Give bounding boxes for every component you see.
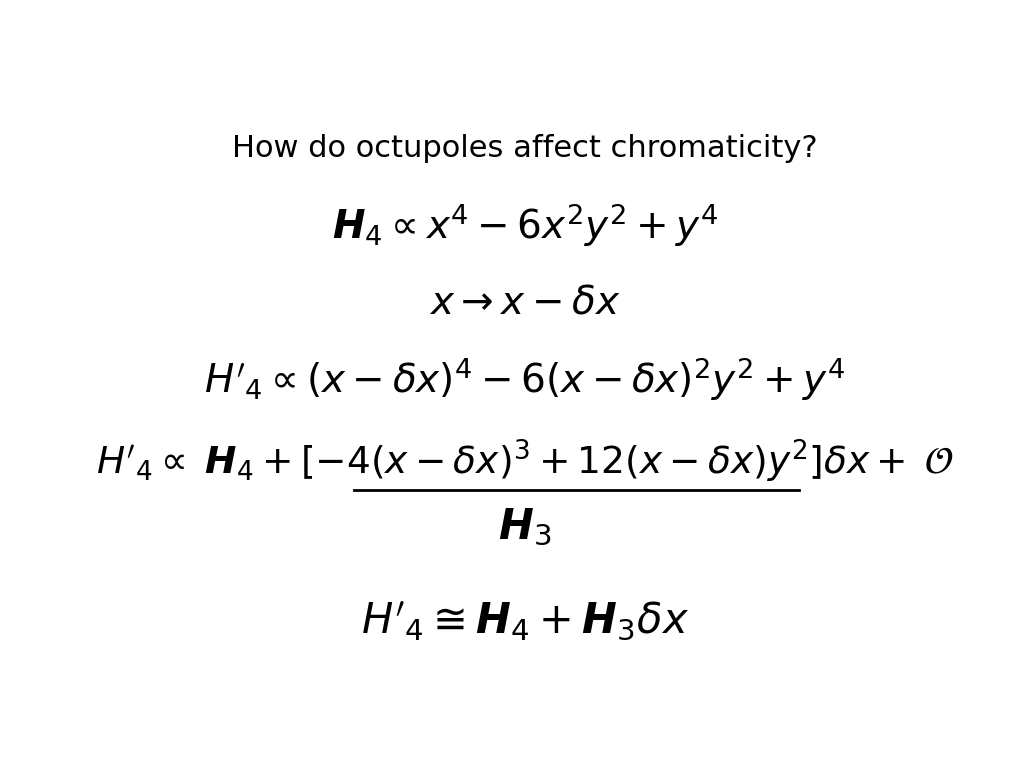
Text: $\boldsymbol{H'}_4 \propto \; \boldsymbol{H}_4 + [-4(x-\delta x)^3 + 12(x-\delta: $\boldsymbol{H'}_4 \propto \; \boldsymbo… [96, 439, 953, 485]
Text: $\boldsymbol{H'}_4 \cong \boldsymbol{H}_4 + \boldsymbol{H}_3 \delta x$: $\boldsymbol{H'}_4 \cong \boldsymbol{H}_… [360, 600, 689, 643]
Text: How do octupoles affect chromaticity?: How do octupoles affect chromaticity? [232, 134, 817, 163]
Text: $\boldsymbol{H'}_4 \propto (x - \delta x)^4 - 6(x - \delta x)^2 y^2 + y^4$: $\boldsymbol{H'}_4 \propto (x - \delta x… [204, 355, 846, 403]
Text: $\boldsymbol{H}_4 \propto x^4 - 6x^2y^2 + y^4$: $\boldsymbol{H}_4 \propto x^4 - 6x^2y^2 … [332, 201, 718, 249]
Text: $x \rightarrow x - \delta x$: $x \rightarrow x - \delta x$ [429, 283, 621, 321]
Text: $\boldsymbol{H}_3$: $\boldsymbol{H}_3$ [498, 506, 552, 548]
